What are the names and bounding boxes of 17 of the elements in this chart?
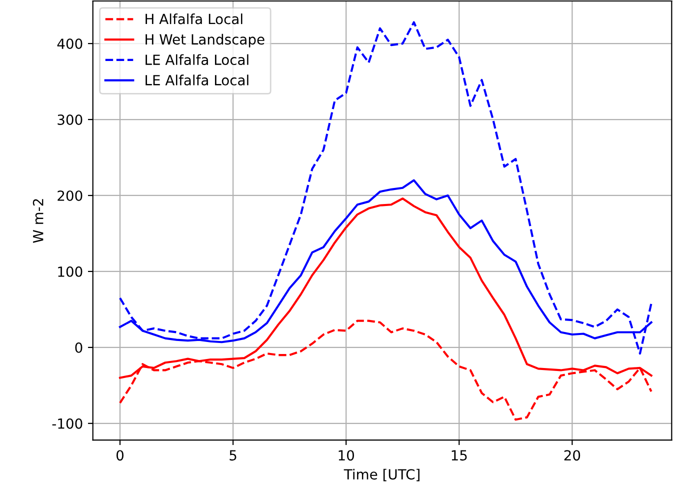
legend-label: LE Alfalfa Local (146, 54, 248, 66)
x-tick-label: 10 (338, 450, 354, 461)
x-axis-title: Time [UTC] (344, 468, 420, 482)
y-tick-label: 200 (58, 190, 82, 201)
x-tick-label: 20 (564, 450, 580, 461)
legend-label: H Wet Landscape (146, 34, 264, 48)
y-tick-label: 400 (57, 38, 82, 50)
x-tick-label: 0 (116, 450, 124, 461)
y-tick-label: -100 (52, 418, 82, 429)
y-tick-label: 100 (58, 266, 82, 277)
x-tick-label: 15 (452, 450, 467, 461)
legend-label: LE Alfalfa Local (146, 74, 248, 86)
y-tick-label: 0 (75, 342, 82, 353)
y-tick-label: 300 (58, 114, 82, 125)
x-tick-label: 5 (230, 450, 236, 461)
legend-label: H Alfalfa Local (146, 14, 242, 24)
y-axis-title: W m-2 (32, 199, 44, 243)
